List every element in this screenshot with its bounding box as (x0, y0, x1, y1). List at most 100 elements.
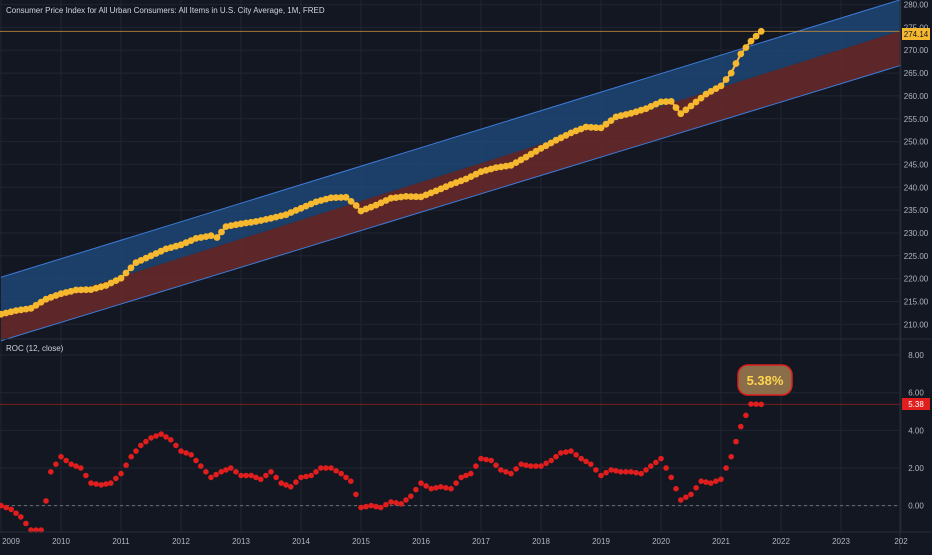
roc-point (643, 467, 649, 473)
cpi-point (722, 76, 730, 83)
price-tick-label: 260.00 (904, 92, 929, 101)
cpi-point (757, 27, 765, 35)
roc-point (528, 463, 534, 469)
cpi-point (537, 145, 545, 152)
cpi-point (237, 220, 245, 228)
roc-point (658, 455, 664, 462)
channel-lower-line (0, 64, 902, 342)
roc-point (283, 482, 289, 488)
roc-point (373, 503, 379, 510)
roc-point (243, 472, 249, 479)
roc-point (343, 474, 349, 481)
cpi-point (587, 123, 595, 131)
roc-point (733, 438, 739, 445)
roc-point (463, 472, 469, 479)
roc-point (423, 483, 429, 489)
cpi-point (22, 305, 30, 313)
roc-point (93, 481, 99, 487)
roc-point (628, 469, 634, 475)
roc-point (433, 485, 439, 491)
roc-point (333, 468, 339, 474)
roc-point (488, 457, 495, 464)
roc-axis[interactable]: 0.00 2.00 4.00 6.00 8.00 (908, 351, 924, 511)
roc-tick-label: 2.00 (908, 464, 924, 473)
cpi-point (547, 139, 555, 147)
roc-tick-label: 6.00 (908, 389, 924, 398)
roc-point (633, 469, 639, 476)
roc-point (568, 448, 574, 454)
roc-point (668, 474, 674, 481)
time-tick-label: 2011 (112, 537, 130, 546)
roc-badge-box (737, 364, 793, 396)
roc-point (468, 470, 474, 477)
roc-point (698, 478, 704, 485)
channel-upper-line (0, 0, 902, 278)
cpi-point (17, 306, 25, 314)
time-tick-label: 2015 (352, 537, 370, 546)
roc-point (113, 475, 119, 482)
price-tick-label: 275.00 (904, 23, 929, 32)
roc-point (758, 401, 764, 408)
roc-point (608, 467, 614, 473)
cpi-point (407, 193, 415, 201)
cpi-point (492, 164, 500, 172)
price-tick-label: 270.00 (904, 46, 929, 55)
roc-point (68, 461, 74, 468)
time-tick-label: 2014 (292, 537, 310, 546)
cpi-point (122, 269, 130, 277)
price-last-label: 274.14 (902, 28, 930, 40)
roc-point (748, 401, 754, 407)
time-tick-label: 2017 (472, 537, 490, 546)
roc-point (603, 469, 609, 476)
roc-point (338, 470, 345, 477)
roc-point (193, 457, 199, 464)
time-tick-label: 2016 (412, 537, 430, 546)
price-tick-label: 225.00 (904, 252, 929, 261)
cpi-point (247, 218, 255, 226)
roc-point (248, 472, 254, 479)
cpi-point (77, 286, 85, 294)
cpi-point (582, 123, 590, 131)
cpi-point (497, 163, 505, 171)
roc-point (548, 457, 554, 464)
cpi-point (702, 90, 710, 98)
cpi-point (242, 219, 250, 227)
roc-point (713, 478, 719, 485)
roc-point (443, 485, 449, 491)
cpi-point (37, 298, 45, 306)
cpi-point (712, 85, 720, 92)
roc-tick-label: 0.00 (908, 502, 924, 511)
roc-point (218, 469, 224, 475)
roc-point (348, 478, 354, 485)
roc-point (43, 498, 49, 504)
cpi-point (657, 98, 665, 106)
roc-point (403, 497, 409, 503)
roc-point (198, 463, 204, 469)
cpi-point (207, 232, 215, 240)
roc-point (173, 442, 179, 449)
roc-point (693, 485, 699, 491)
roc-point (653, 459, 659, 466)
roc-point (233, 469, 239, 475)
roc-point (708, 480, 714, 486)
roc-point (358, 504, 364, 511)
roc-point (183, 450, 189, 456)
roc-point (258, 476, 264, 483)
time-axis[interactable]: 2009 2010 2011 2012 2013 2014 2015 2016 2017 2018… (2, 537, 908, 546)
cpi-point (517, 156, 525, 164)
cpi-point (72, 286, 80, 294)
roc-point (673, 485, 679, 492)
cpi-point (667, 98, 675, 105)
roc-point (418, 480, 424, 486)
roc-point (623, 469, 629, 475)
roc-point (128, 453, 134, 460)
roc-point (168, 437, 174, 443)
price-axis[interactable]: 210.00 215.00 220.00 225.00 230.00 235.00 240.… (904, 1, 929, 330)
roc-point (353, 491, 359, 498)
price-last-label-text: 274.14 (904, 30, 929, 39)
roc-point (48, 469, 54, 475)
roc-point (123, 462, 129, 469)
roc-point (263, 472, 269, 479)
